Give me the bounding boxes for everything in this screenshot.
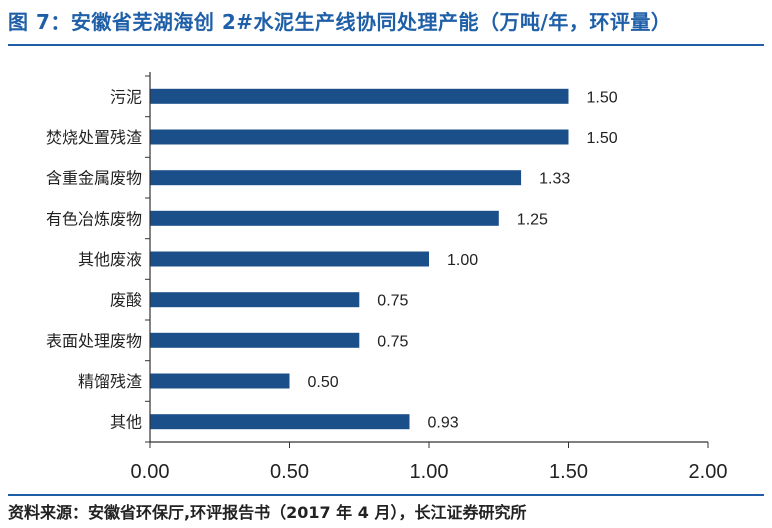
category-label-4: 其他废液 — [78, 250, 142, 269]
value-label-4: 1.00 — [447, 252, 478, 269]
value-label-3: 1.25 — [517, 211, 548, 228]
value-label-5: 0.75 — [377, 293, 408, 310]
bar-5 — [150, 292, 360, 308]
value-labels-group: 1.50 1.50 1.33 1.25 1.00 0.75 0.75 0.50 0.93 — [308, 89, 618, 431]
bar-8 — [150, 414, 410, 430]
x-tick-label-2: 1.00 — [410, 461, 449, 483]
value-label-1: 1.50 — [587, 130, 618, 147]
value-label-7: 0.50 — [308, 374, 339, 391]
category-label-0: 污泥 — [110, 87, 142, 106]
category-label-8: 其他 — [110, 413, 142, 432]
bar-2 — [150, 170, 522, 186]
bar-1 — [150, 129, 569, 145]
source-rule — [8, 494, 764, 496]
category-label-2: 含重金属废物 — [46, 169, 142, 188]
value-label-8: 0.93 — [428, 415, 459, 432]
bar-6 — [150, 332, 360, 348]
category-label-3: 有色冶炼废物 — [46, 209, 142, 228]
x-tick-label-0: 0.00 — [131, 461, 170, 483]
x-tick-label-1: 0.50 — [270, 461, 309, 483]
category-label-5: 废酸 — [110, 291, 142, 310]
source-note: 资料来源：安徽省环保厅,环评报告书（2017 年 4 月），长江证券研究所 — [8, 503, 527, 522]
title-rule — [8, 44, 764, 46]
x-ticks-group: 0.00 0.50 1.00 1.50 2.00 — [131, 442, 728, 483]
x-tick-label-4: 2.00 — [689, 461, 728, 483]
figure-title: 图 7：安徽省芜湖海创 2#水泥生产线协同处理产能（万吨/年，环评量） — [8, 10, 672, 34]
bar-3 — [150, 210, 499, 226]
x-tick-label-3: 1.50 — [549, 461, 588, 483]
category-label-7: 精馏残渣 — [78, 372, 142, 391]
bar-7 — [150, 373, 290, 389]
bars-group — [150, 88, 569, 430]
value-label-2: 1.33 — [539, 171, 570, 188]
category-label-6: 表面处理废物 — [46, 331, 142, 350]
bar-0 — [150, 88, 569, 104]
value-label-6: 0.75 — [377, 333, 408, 350]
category-label-1: 焚烧处置残渣 — [46, 128, 142, 147]
value-label-0: 1.50 — [587, 89, 618, 106]
bar-4 — [150, 251, 429, 267]
